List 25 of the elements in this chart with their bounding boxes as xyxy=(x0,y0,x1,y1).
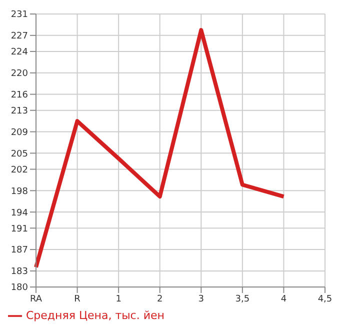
y-tick-label: 191 xyxy=(10,224,28,234)
y-tick-label: 180 xyxy=(10,283,28,294)
x-tick-label: RA xyxy=(30,294,43,304)
x-tick-label: R xyxy=(74,294,80,304)
x-tick-label: 1 xyxy=(116,294,122,304)
y-tick-label: 213 xyxy=(10,106,28,117)
y-tick-label: 205 xyxy=(10,149,28,160)
x-tick-label: 4,5 xyxy=(318,294,332,304)
y-tick-label: 209 xyxy=(10,128,28,138)
y-tick-label: 216 xyxy=(10,90,28,100)
y-tick-label: 227 xyxy=(10,32,28,42)
y-tick-label: 231 xyxy=(10,10,28,20)
x-tick-label: 2 xyxy=(156,294,163,304)
x-tick-label: 4 xyxy=(280,294,287,304)
y-tick-label: 220 xyxy=(10,69,28,80)
line-series xyxy=(34,28,286,270)
y-tick-label: 224 xyxy=(10,48,28,58)
y-tick-label: 194 xyxy=(10,208,28,218)
x-tick-label: 3,5 xyxy=(235,294,250,304)
legend-label: Средняя Цена, тыс. йен xyxy=(26,309,164,322)
y-tick-label: 198 xyxy=(10,186,28,197)
x-tick-label: 3 xyxy=(198,294,204,304)
y-tick-label: 187 xyxy=(10,246,28,256)
y-tick-label: 202 xyxy=(10,165,28,176)
y-tick-label: 183 xyxy=(10,267,28,278)
